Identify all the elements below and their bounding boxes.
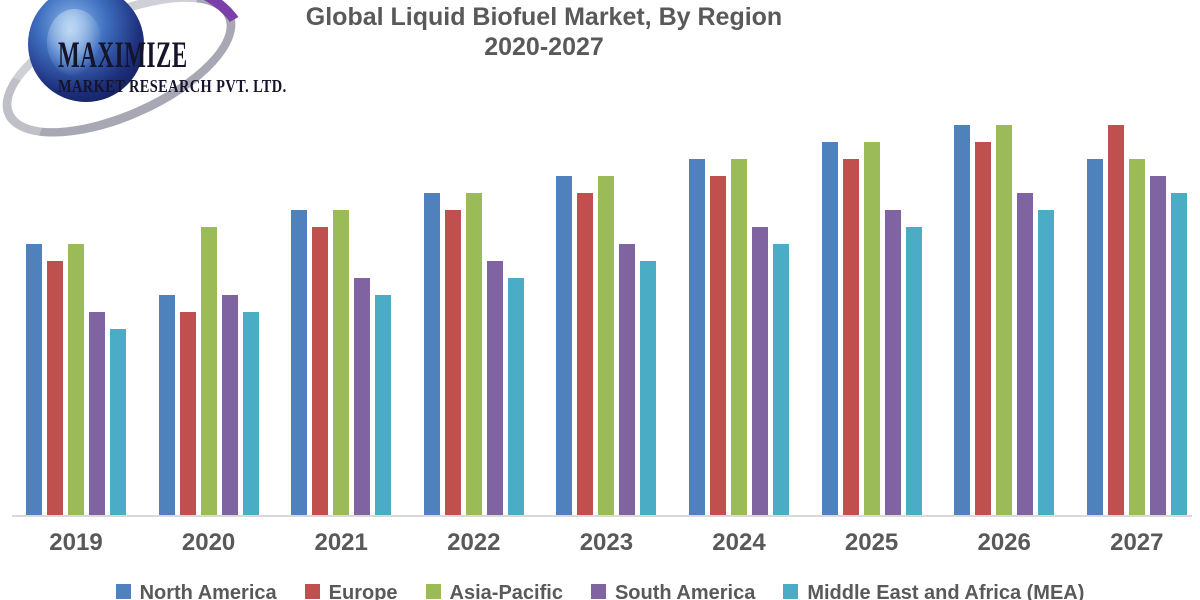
bar-north-america-2020	[158, 295, 175, 516]
bar-north-america-2024	[689, 159, 705, 516]
bar-group-2023	[556, 176, 657, 516]
bar-south-america-2026	[1017, 193, 1034, 516]
legend-label-europe: Europe	[328, 582, 398, 600]
bar-europe-2026	[975, 142, 992, 516]
bar-south-america-2020	[221, 295, 238, 516]
bar-europe-2024	[710, 176, 726, 516]
bar-asia-pacific-2021	[333, 210, 350, 516]
bar-group-2024	[689, 159, 789, 516]
legend-item-europe: Europe	[304, 581, 398, 600]
bar-europe-2023	[577, 193, 594, 516]
bar-europe-2020	[179, 312, 196, 516]
legend: North America Europe Asia-Pacific South Ame…	[0, 581, 1200, 600]
maximize-logo: MAXIMIZE MARKET RESEARCH PVT. LTD.	[0, 0, 300, 167]
bar-north-america-2022	[423, 193, 440, 516]
chart-title-line2: 2020-2027	[484, 33, 604, 61]
bar-south-america-2024	[752, 227, 768, 516]
bar-europe-2025	[842, 159, 859, 516]
bar-asia-pacific-2027	[1128, 159, 1145, 516]
plot-area	[0, 100, 1200, 516]
chart-title-line1: Global Liquid Biofuel Market, By Region	[305, 3, 783, 31]
bar-group-2021	[291, 210, 392, 516]
bar-group-2020	[158, 227, 259, 516]
bar-north-america-2026	[954, 125, 971, 516]
x-axis-label-2020: 2020	[181, 529, 236, 556]
bar-south-america-2019	[89, 312, 105, 516]
x-axis-labels: 2019 2020 2021 2022 2023 2024 2025 2026 2027	[0, 529, 1200, 559]
bar-middle-east-and-africa-mea-2021	[375, 295, 392, 516]
bar-north-america-2019	[26, 244, 42, 516]
bar-middle-east-and-africa-mea-2020	[242, 312, 259, 516]
bar-middle-east-and-africa-mea-2025	[905, 227, 922, 516]
bar-europe-2027	[1107, 125, 1124, 516]
bar-south-america-2027	[1149, 176, 1166, 516]
bar-group-2027	[1086, 125, 1187, 516]
bar-europe-2022	[444, 210, 461, 516]
logo-company-name: MAXIMIZE	[58, 35, 188, 76]
bar-asia-pacific-2022	[465, 193, 482, 516]
bar-group-2019	[26, 244, 126, 516]
bar-asia-pacific-2020	[200, 227, 217, 516]
bar-south-america-2022	[486, 261, 503, 516]
bar-north-america-2021	[291, 210, 308, 516]
globe-icon	[28, 0, 144, 102]
bar-asia-pacific-2019	[68, 244, 84, 516]
logo-company-subtitle: MARKET RESEARCH PVT. LTD.	[58, 76, 287, 96]
legend-marker-middle-east-and-africa-mea	[783, 584, 799, 599]
x-axis-label-2019: 2019	[49, 529, 103, 556]
legend-marker-europe	[304, 584, 320, 599]
legend-marker-south-america	[590, 584, 606, 599]
bar-south-america-2021	[354, 278, 371, 516]
legend-item-asia-pacific: Asia-Pacific	[425, 581, 563, 600]
bar-asia-pacific-2025	[863, 142, 880, 516]
bar-middle-east-and-africa-mea-2019	[110, 329, 126, 516]
bar-north-america-2027	[1086, 159, 1103, 516]
x-axis-label-2025: 2025	[844, 529, 899, 556]
legend-label-middle-east-and-africa-mea: Middle East and Africa (MEA)	[807, 582, 1085, 600]
legend-label-south-america: South America	[614, 582, 756, 600]
legend-label-asia-pacific: Asia-Pacific	[449, 582, 563, 600]
legend-marker-north-america	[115, 584, 131, 599]
chart-title: Global Liquid Biofuel Market, By Region …	[0, 2, 1088, 62]
bar-asia-pacific-2026	[996, 125, 1013, 516]
bar-middle-east-and-africa-mea-2027	[1170, 193, 1187, 516]
x-axis-label-2021: 2021	[314, 529, 368, 556]
x-axis-label-2022: 2022	[447, 529, 501, 556]
bar-north-america-2025	[821, 142, 838, 516]
bar-north-america-2023	[556, 176, 573, 516]
bar-south-america-2025	[884, 210, 901, 516]
legend-item-south-america: South America	[590, 581, 756, 600]
bar-asia-pacific-2023	[598, 176, 615, 516]
x-axis-label-2026: 2026	[977, 529, 1031, 556]
bar-group-2026	[954, 125, 1055, 516]
bar-asia-pacific-2024	[731, 159, 747, 516]
logo-text: MAXIMIZE MARKET RESEARCH PVT. LTD.	[58, 35, 344, 96]
legend-label-north-america: North America	[139, 582, 277, 600]
bar-group-2025	[821, 142, 922, 516]
bar-europe-2019	[47, 261, 63, 516]
x-axis-label-2024: 2024	[712, 529, 766, 556]
legend-item-north-america: North America	[115, 581, 277, 600]
bar-middle-east-and-africa-mea-2022	[507, 278, 524, 516]
bar-middle-east-and-africa-mea-2023	[640, 261, 657, 516]
x-axis-label-2023: 2023	[579, 529, 634, 556]
x-axis-line	[12, 515, 1192, 517]
x-axis-label-2027: 2027	[1110, 529, 1164, 556]
bar-group-2022	[423, 193, 524, 516]
bar-south-america-2023	[619, 244, 636, 516]
legend-item-middle-east-and-africa-mea: Middle East and Africa (MEA)	[783, 581, 1084, 600]
legend-marker-asia-pacific	[425, 584, 441, 599]
bar-middle-east-and-africa-mea-2026	[1038, 210, 1055, 516]
bar-europe-2021	[312, 227, 329, 516]
bar-middle-east-and-africa-mea-2024	[773, 244, 789, 516]
